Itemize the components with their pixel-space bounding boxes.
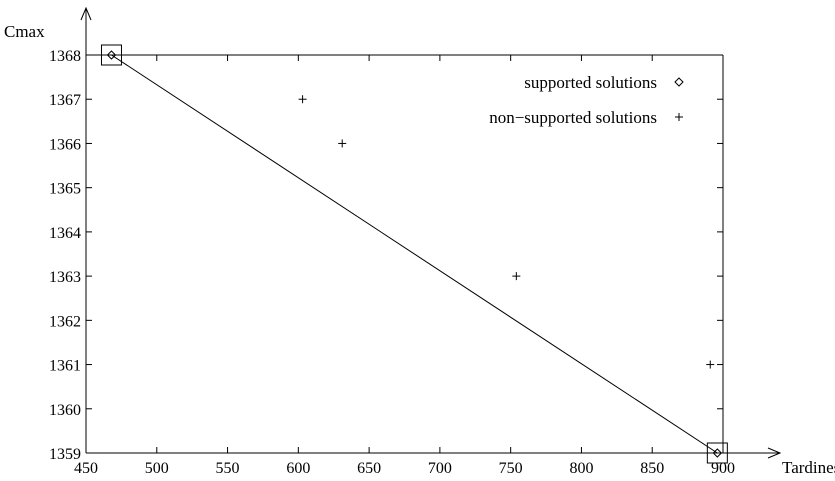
supported-point	[712, 448, 723, 458]
y-tick-label: 1364	[49, 225, 81, 242]
non-supported-point	[512, 272, 521, 281]
y-tick-label: 1362	[49, 313, 81, 330]
marks	[100, 44, 728, 464]
y-tick-label: 1361	[49, 358, 81, 375]
non-supported-point	[706, 360, 715, 369]
legend-label: non−supported solutions	[489, 108, 657, 127]
legend: supported solutions non−supported solutio…	[489, 73, 684, 127]
supported-segment	[111, 54, 718, 454]
y-axis-arrow	[80, 6, 92, 21]
non-supported-point	[298, 95, 307, 104]
x-axis-label: Tardiness	[782, 458, 835, 477]
y-tick-label: 1368	[49, 48, 81, 65]
x-tick-label: 750	[499, 460, 523, 477]
x-tick-label: 600	[286, 460, 310, 477]
non-supported-point	[338, 139, 347, 148]
x-tick-label: 800	[569, 460, 593, 477]
highlight-box	[706, 442, 728, 464]
highlight-box	[100, 44, 122, 66]
supported-point	[106, 50, 117, 60]
x-tick-label: 850	[640, 460, 664, 477]
y-tick-label: 1360	[49, 402, 81, 419]
legend-marker-supported	[674, 77, 684, 87]
legend-label: supported solutions	[524, 73, 657, 92]
y-tick-label: 1367	[49, 92, 81, 109]
x-tick-label: 650	[357, 460, 381, 477]
x-axis-arrow	[767, 447, 782, 459]
x-tick-label: 700	[428, 460, 452, 477]
x-tick-label: 450	[74, 460, 98, 477]
legend-marker-non-supported	[675, 113, 683, 121]
x-tick-label: 550	[216, 460, 240, 477]
ticks: 450 500 550 600 650 700 750 800 850 900 1359 1360 13…	[49, 48, 735, 477]
y-tick-label: 1359	[49, 446, 81, 463]
x-tick-label: 500	[145, 460, 169, 477]
x-tick-label: 900	[711, 460, 735, 477]
y-tick-label: 1366	[49, 136, 81, 153]
y-tick-label: 1363	[49, 269, 81, 286]
y-tick-label: 1365	[49, 181, 81, 198]
y-axis-label: Cmax	[4, 22, 45, 41]
axes: Cmax Tardiness	[4, 6, 835, 477]
